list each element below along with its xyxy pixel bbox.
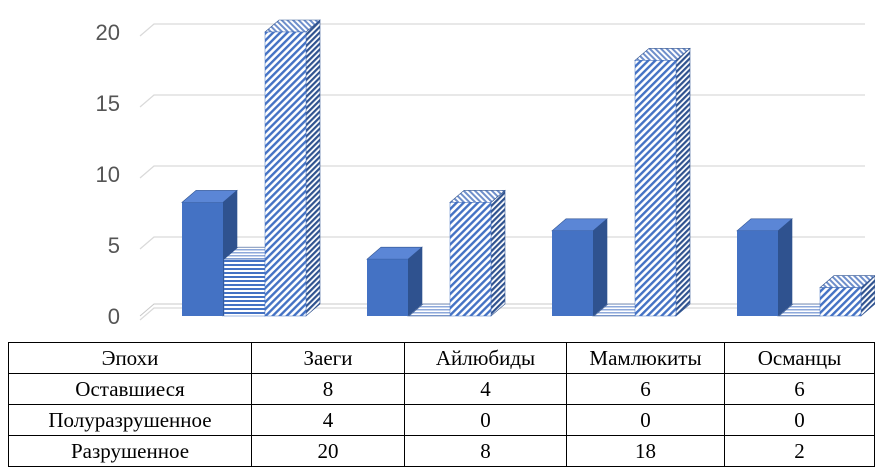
table-cell: 8 bbox=[404, 435, 567, 467]
table-category-header: Мамлюкиты bbox=[566, 342, 725, 374]
bar-side bbox=[490, 189, 506, 317]
table-cell: 2 bbox=[724, 435, 875, 467]
bar-разрушенное-1 bbox=[449, 189, 506, 317]
y-tick-label: 10 bbox=[96, 162, 120, 187]
bar-side bbox=[777, 218, 793, 317]
table-cell: 0 bbox=[566, 404, 725, 436]
bar-front bbox=[449, 202, 492, 317]
bar-front bbox=[264, 31, 307, 317]
bar-разрушенное-2 bbox=[634, 47, 691, 317]
table-row: Полуразрушенное 4 0 0 0 bbox=[8, 404, 875, 436]
gridline bbox=[139, 236, 865, 250]
bar-side bbox=[305, 19, 321, 317]
table-category-header: Айлюбиды bbox=[404, 342, 567, 374]
y-tick-label: 15 bbox=[96, 91, 120, 116]
table-cell: 6 bbox=[724, 373, 875, 405]
table-series-name: Разрушенное bbox=[8, 435, 252, 467]
bar-front bbox=[552, 230, 593, 316]
table-cell: 6 bbox=[566, 373, 725, 405]
y-tick-label: 20 bbox=[96, 20, 120, 45]
table-cell: 8 bbox=[251, 373, 405, 405]
bar-front bbox=[367, 259, 408, 316]
table-header-row: Эпохи Заеги Айлюбиды Мамлюкиты Османцы bbox=[8, 342, 875, 374]
y-tick-label: 5 bbox=[108, 233, 120, 258]
bar-chart: 0 5 10 15 20 bbox=[96, 19, 875, 329]
table-series-name: Оставшиеся bbox=[8, 373, 252, 405]
bar-side bbox=[592, 218, 608, 317]
gridline bbox=[139, 94, 865, 108]
y-axis-ticks: 0 5 10 15 20 bbox=[96, 20, 120, 329]
table-header-label: Эпохи bbox=[8, 342, 252, 374]
bar-оставшиеся-1 bbox=[366, 246, 423, 317]
bar-front bbox=[223, 258, 266, 317]
bar-front bbox=[634, 60, 677, 317]
bar-разрушенное-0 bbox=[264, 19, 321, 317]
y-tick-label: 0 bbox=[108, 304, 120, 329]
table-series-name: Полуразрушенное bbox=[8, 404, 252, 436]
bar-front bbox=[182, 202, 223, 316]
gridline bbox=[139, 23, 865, 37]
bars bbox=[181, 19, 875, 317]
table-cell: 20 bbox=[251, 435, 405, 467]
bar-оставшиеся-3 bbox=[736, 218, 793, 317]
bar-front bbox=[819, 287, 862, 317]
table-category-header: Заеги bbox=[251, 342, 405, 374]
bar-side bbox=[675, 47, 691, 317]
bar-разрушенное-3 bbox=[819, 275, 875, 317]
data-table-body: Эпохи Заеги Айлюбиды Мамлюкиты Османцы О… bbox=[8, 342, 875, 467]
table-cell: 0 bbox=[404, 404, 567, 436]
table-cell: 4 bbox=[404, 373, 567, 405]
data-table: Эпохи Заеги Айлюбиды Мамлюкиты Османцы О… bbox=[8, 342, 875, 467]
table-cell: 4 bbox=[251, 404, 405, 436]
bar-front bbox=[737, 230, 778, 316]
table-row: Разрушенное 20 8 18 2 bbox=[8, 435, 875, 467]
gridline bbox=[139, 165, 865, 179]
table-cell: 0 bbox=[724, 404, 875, 436]
bar-оставшиеся-0 bbox=[181, 189, 238, 317]
table-row: Оставшиеся 8 4 6 6 bbox=[8, 373, 875, 405]
table-category-header: Османцы bbox=[724, 342, 875, 374]
table-cell: 18 bbox=[566, 435, 725, 467]
bar-оставшиеся-2 bbox=[551, 218, 608, 317]
